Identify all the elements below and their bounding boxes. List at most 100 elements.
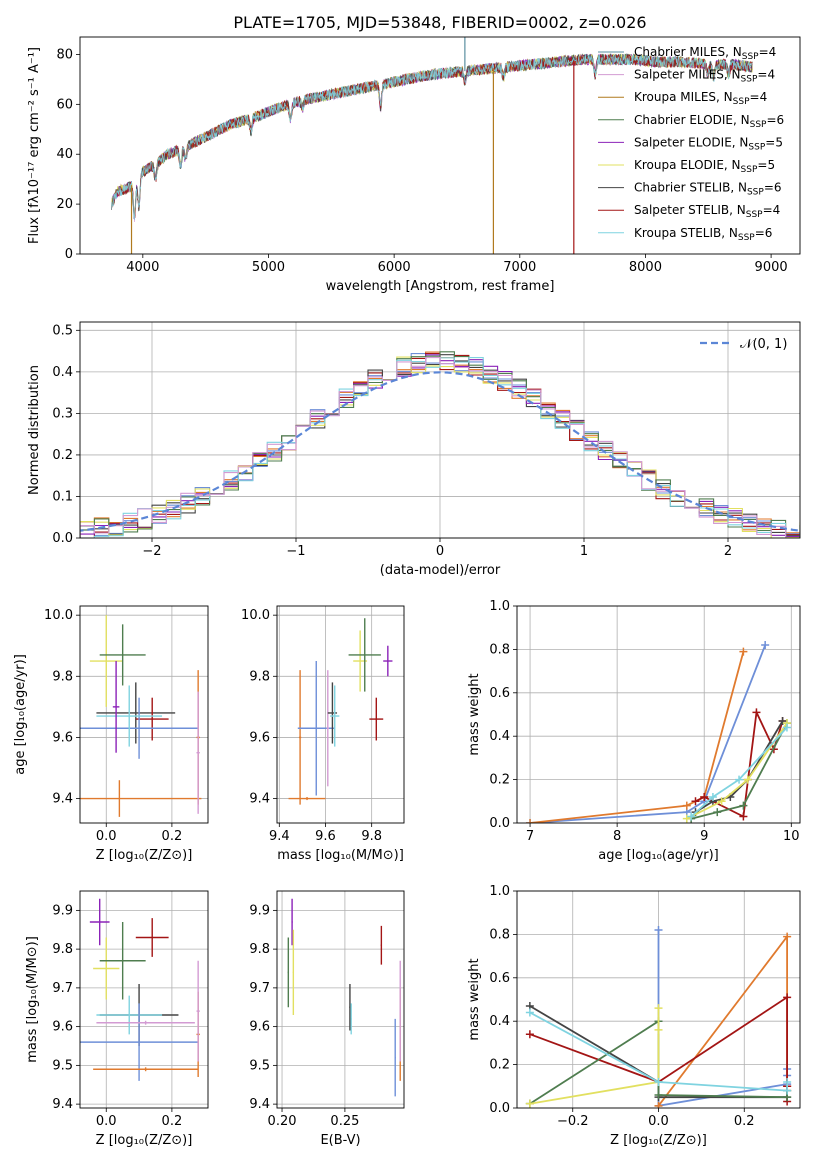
legend-subscript: SSP bbox=[742, 52, 759, 62]
axes-frame bbox=[79, 605, 209, 824]
weight-marker bbox=[691, 797, 700, 806]
x-tick-label: 9.8 bbox=[361, 829, 382, 844]
x-tick-label: 9 bbox=[700, 829, 708, 844]
x-tick-label: 6000 bbox=[378, 260, 411, 275]
weight-marker bbox=[761, 641, 770, 650]
weight-marker bbox=[525, 1030, 534, 1039]
legend-subscript: SSP bbox=[748, 142, 765, 152]
x-tick-label: 7000 bbox=[503, 260, 536, 275]
y-tick-label: 9.4 bbox=[52, 792, 73, 807]
weight-line bbox=[686, 722, 788, 820]
y-tick-label: 0.0 bbox=[52, 531, 73, 546]
legend-entry: Salpeter MILES, NSSP=4 bbox=[634, 68, 775, 85]
x-tick-label: 0.25 bbox=[330, 1114, 359, 1129]
weight-marker bbox=[752, 708, 761, 717]
legend-value: =4 bbox=[763, 203, 781, 217]
plot-area bbox=[525, 926, 792, 1108]
legend-entry: Chabrier ELODIE, NSSP=6 bbox=[634, 113, 784, 130]
weight-line bbox=[529, 1011, 788, 1092]
x-tick-label: 2 bbox=[724, 544, 732, 559]
y-tick-label: 9.7 bbox=[249, 981, 270, 996]
weight-marker bbox=[654, 1090, 663, 1099]
y-axis-label: Flux [fλ10⁻¹⁷ erg cm⁻² s⁻¹ A⁻¹] bbox=[27, 47, 42, 244]
weight-marker bbox=[739, 801, 748, 810]
legend-subscript: SSP bbox=[733, 97, 750, 107]
y-tick-label: 0.8 bbox=[489, 642, 510, 657]
y-tick-label: 1.0 bbox=[489, 884, 510, 899]
legend-entry: Salpeter STELIB, NSSP=4 bbox=[634, 203, 780, 220]
y-tick-label: 0.4 bbox=[489, 729, 510, 744]
y-tick-label: 9.4 bbox=[249, 1097, 270, 1112]
y-tick-label: 9.4 bbox=[52, 1097, 73, 1112]
legend-entry: Kroupa MILES, NSSP=4 bbox=[634, 90, 767, 107]
y-axis-label: mass weight bbox=[467, 958, 482, 1040]
x-tick-label: 4000 bbox=[126, 260, 159, 275]
axes-frame bbox=[79, 321, 801, 539]
weight-marker bbox=[778, 717, 787, 726]
x-tick-label: −0.2 bbox=[557, 1114, 589, 1129]
x-tick-label: −2 bbox=[142, 544, 161, 559]
x-tick-label: 5000 bbox=[252, 260, 285, 275]
x-tick-label: 8 bbox=[613, 829, 621, 844]
x-tick-label: 0 bbox=[436, 544, 444, 559]
y-tick-label: 9.6 bbox=[249, 1020, 270, 1035]
weight-marker bbox=[682, 814, 691, 823]
legend-value: =5 bbox=[757, 158, 775, 172]
x-axis-label: wavelength [Angstrom, rest frame] bbox=[326, 279, 555, 294]
y-tick-label: 9.8 bbox=[52, 669, 73, 684]
weight-marker bbox=[687, 812, 696, 821]
y-tick-label: 9.8 bbox=[249, 669, 270, 684]
legend-value: =5 bbox=[765, 135, 783, 149]
x-axis-label: (data-model)/error bbox=[380, 563, 501, 578]
x-tick-label: 0.0 bbox=[96, 829, 117, 844]
plot-area bbox=[80, 898, 200, 1081]
legend-subscript: SSP bbox=[750, 120, 767, 130]
weight-marker bbox=[783, 993, 792, 1002]
plot-area bbox=[80, 615, 202, 817]
weight-marker bbox=[708, 792, 717, 801]
weight-line bbox=[530, 644, 767, 823]
x-axis-label: Z [log₁₀(Z/Z⊙)] bbox=[96, 1133, 193, 1148]
weight-line bbox=[690, 722, 788, 820]
x-tick-label: 9.4 bbox=[269, 829, 290, 844]
y-tick-label: 9.7 bbox=[52, 981, 73, 996]
plots-layer: 4000 5000 6000 7000 8000 9000020406080wavelen… bbox=[13, 36, 801, 1148]
y-tick-label: 20 bbox=[56, 197, 73, 212]
legend-entry: Kroupa STELIB, NSSP=6 bbox=[634, 226, 772, 243]
y-tick-label: 9.6 bbox=[249, 730, 270, 745]
x-tick-label: 0.2 bbox=[162, 1114, 183, 1129]
legend-value: =6 bbox=[766, 113, 784, 127]
spectrum-series bbox=[111, 54, 753, 220]
gaussian-curve bbox=[80, 371, 800, 532]
x-tick-label: 9000 bbox=[755, 260, 788, 275]
y-tick-label: 1.0 bbox=[489, 599, 510, 614]
weight-marker bbox=[654, 1004, 663, 1013]
legend-value: =6 bbox=[764, 181, 782, 195]
histogram-step bbox=[80, 357, 800, 538]
legend-entry: Chabrier STELIB, NSSP=6 bbox=[634, 181, 782, 198]
plot-area bbox=[80, 351, 800, 538]
legend-subscript: SSP bbox=[738, 233, 755, 243]
weight-marker bbox=[526, 819, 535, 823]
y-tick-label: 0.4 bbox=[52, 365, 73, 380]
y-tick-label: 9.4 bbox=[249, 792, 270, 807]
y-tick-label: 0.3 bbox=[52, 406, 73, 421]
weight-marker bbox=[782, 723, 791, 732]
y-tick-label: 0.4 bbox=[489, 1014, 510, 1029]
y-axis-label: age [log₁₀(age/yr)] bbox=[13, 654, 28, 775]
legend-subscript: SSP bbox=[746, 210, 763, 220]
axes-frame bbox=[79, 890, 209, 1109]
y-axis-label: Normed distribution bbox=[27, 365, 42, 495]
y-tick-label: 9.6 bbox=[52, 730, 73, 745]
x-tick-label: 0.2 bbox=[162, 829, 183, 844]
y-tick-label: 0.0 bbox=[489, 1101, 510, 1116]
y-tick-label: 9.8 bbox=[52, 942, 73, 957]
weight-marker bbox=[739, 812, 748, 821]
y-tick-label: 10.0 bbox=[44, 608, 73, 623]
y-tick-label: 0.2 bbox=[489, 773, 510, 788]
y-tick-label: 0.5 bbox=[52, 323, 73, 338]
weight-marker bbox=[743, 775, 752, 784]
x-tick-label: 0.0 bbox=[96, 1114, 117, 1129]
weight-marker bbox=[700, 792, 709, 801]
